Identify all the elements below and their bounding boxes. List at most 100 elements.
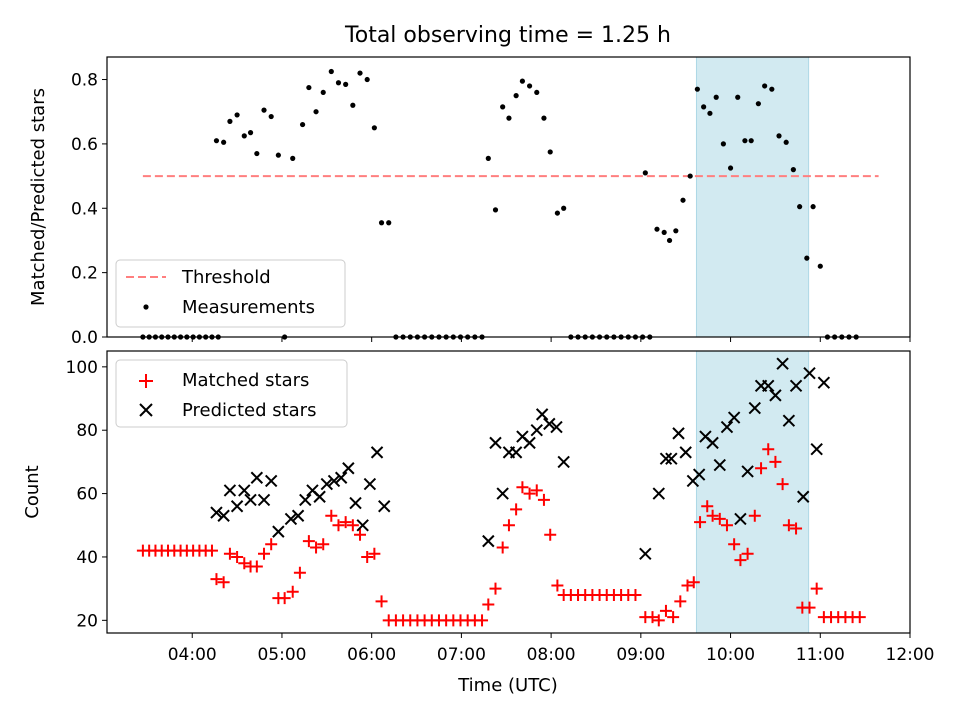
predicted-star-point	[250, 471, 264, 484]
y-tick-label: 80	[76, 421, 98, 441]
predicted-star-point	[727, 411, 741, 424]
x-tick-label: 05:00	[257, 645, 306, 665]
y-tick-label: 0.0	[71, 328, 98, 348]
predicted-star-point	[244, 493, 257, 507]
matched-star-point	[681, 579, 694, 592]
predicted-star-point	[349, 496, 362, 510]
matched-star-point	[701, 500, 714, 513]
measurement-point	[666, 237, 673, 244]
predicted-star-point	[817, 376, 831, 389]
predicted-star-point	[535, 408, 549, 421]
predicted-star-point	[543, 417, 556, 431]
y-tick-label: 100	[66, 358, 98, 378]
predicted-star-point	[313, 490, 326, 503]
matched-star-point	[250, 560, 263, 573]
predicted-star-point	[238, 484, 251, 497]
matched-star-point	[368, 547, 381, 560]
matched-star-point	[790, 522, 803, 535]
measurement-point	[701, 104, 707, 110]
matched-star-point	[687, 576, 700, 589]
measurement-point	[213, 138, 220, 144]
measurement-point	[234, 112, 240, 118]
measurement-point	[673, 228, 679, 234]
y-tick-label: 0.4	[71, 199, 98, 219]
x-tick-label: 09:00	[616, 645, 665, 665]
measurement-point	[335, 80, 342, 86]
predicted-star-point	[530, 424, 543, 437]
measurement-point	[299, 121, 306, 128]
predicted-star-point	[639, 547, 652, 560]
predicted-star-point	[264, 474, 278, 488]
x-axis-label: Time (UTC)	[457, 675, 558, 696]
matched-star-point	[310, 541, 323, 554]
measurement-point	[727, 165, 734, 171]
matched-star-point	[265, 538, 278, 551]
matched-star-point	[223, 547, 236, 560]
matched-star-point	[706, 509, 719, 522]
measurement-point	[554, 210, 560, 216]
predicted-star-point	[797, 490, 810, 503]
measurement-point	[513, 93, 519, 99]
predicted-star-point	[334, 471, 348, 484]
measurement-point	[247, 130, 254, 136]
matched-star-point	[734, 554, 747, 567]
count-y-ticks: 20 40 60 80 100	[66, 358, 107, 631]
predicted-legend-marker	[139, 403, 153, 417]
matched-star-point	[646, 611, 659, 624]
matched-star-point	[205, 544, 218, 557]
matched-star-point	[674, 595, 687, 608]
matched-star-point	[332, 519, 345, 532]
predicted-star-point	[230, 500, 244, 513]
predicted-star-point	[327, 474, 341, 488]
predicted-star-point	[782, 414, 796, 427]
matched-star-point	[476, 614, 489, 627]
matched-star-point	[286, 585, 299, 598]
measurement-point	[485, 155, 491, 161]
matched-star-point	[713, 512, 726, 525]
measurement-point	[221, 139, 227, 145]
measurement-point	[694, 86, 700, 92]
predicted-star-point	[665, 452, 678, 465]
measurement-point	[783, 139, 789, 145]
predicted-star-point	[210, 506, 223, 519]
measurement-point	[306, 84, 312, 91]
measurement-point	[364, 76, 370, 83]
matched-star-point	[346, 519, 359, 532]
predicted-star-point	[223, 484, 237, 497]
highlight-span	[695, 350, 810, 634]
matched-star-point	[278, 592, 291, 605]
matched-star-point	[502, 519, 515, 532]
x-tick-label: 08:00	[527, 645, 576, 665]
matched-star-point	[489, 582, 502, 595]
measurement-point	[378, 220, 385, 226]
matched-star-point	[755, 462, 768, 475]
matched-star-point	[510, 503, 523, 516]
ratio-legend: Threshold Measurements	[115, 259, 346, 328]
measurement-point	[769, 86, 775, 92]
measurement-point	[254, 150, 260, 157]
matched-star-point	[728, 538, 741, 551]
measurement-point	[526, 83, 533, 89]
count-legend: Matched stars Predicted stars	[115, 359, 348, 428]
predicted-star-point	[217, 509, 230, 522]
matched-star-point	[537, 493, 550, 506]
matched-star-point	[667, 611, 680, 624]
matched-star-point	[551, 579, 564, 592]
measurement-point	[755, 101, 761, 107]
measurement-point	[328, 68, 334, 75]
matched-star-point	[803, 601, 816, 614]
matched-star-point	[853, 611, 866, 624]
matched-star-point	[302, 535, 315, 548]
predicted-star-point	[720, 420, 734, 434]
predicted-star-point	[489, 436, 502, 450]
measurement-point	[320, 89, 326, 96]
predicted-star-point	[284, 512, 298, 526]
x-tick-label: 04:00	[168, 645, 217, 665]
measurement-point	[687, 173, 693, 179]
predicted-star-point	[789, 379, 803, 393]
y-tick-label: 60	[76, 485, 98, 505]
predicted-star-point	[550, 420, 563, 434]
measurement-point	[357, 70, 363, 76]
predicted-star-point	[496, 487, 509, 500]
